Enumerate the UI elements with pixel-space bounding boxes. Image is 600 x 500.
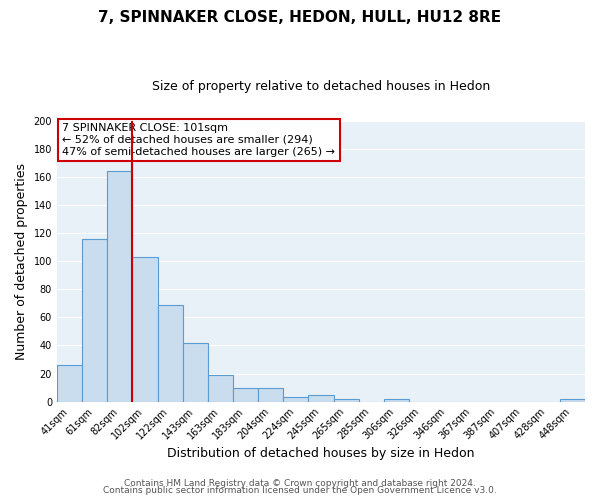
Bar — [133, 257, 158, 402]
Bar — [182, 342, 208, 402]
Text: Contains HM Land Registry data © Crown copyright and database right 2024.: Contains HM Land Registry data © Crown c… — [124, 478, 476, 488]
Bar — [57, 365, 82, 402]
Bar — [107, 171, 133, 402]
Bar — [384, 399, 409, 402]
Bar — [308, 394, 334, 402]
Bar — [560, 399, 585, 402]
Bar — [334, 399, 359, 402]
Bar — [208, 375, 233, 402]
Bar — [233, 388, 258, 402]
Text: 7, SPINNAKER CLOSE, HEDON, HULL, HU12 8RE: 7, SPINNAKER CLOSE, HEDON, HULL, HU12 8R… — [98, 10, 502, 25]
Text: 7 SPINNAKER CLOSE: 101sqm
← 52% of detached houses are smaller (294)
47% of semi: 7 SPINNAKER CLOSE: 101sqm ← 52% of detac… — [62, 124, 335, 156]
X-axis label: Distribution of detached houses by size in Hedon: Distribution of detached houses by size … — [167, 447, 475, 460]
Bar — [258, 388, 283, 402]
Text: Contains public sector information licensed under the Open Government Licence v3: Contains public sector information licen… — [103, 486, 497, 495]
Title: Size of property relative to detached houses in Hedon: Size of property relative to detached ho… — [152, 80, 490, 93]
Bar — [283, 398, 308, 402]
Bar — [158, 304, 182, 402]
Y-axis label: Number of detached properties: Number of detached properties — [15, 162, 28, 360]
Bar — [82, 238, 107, 402]
